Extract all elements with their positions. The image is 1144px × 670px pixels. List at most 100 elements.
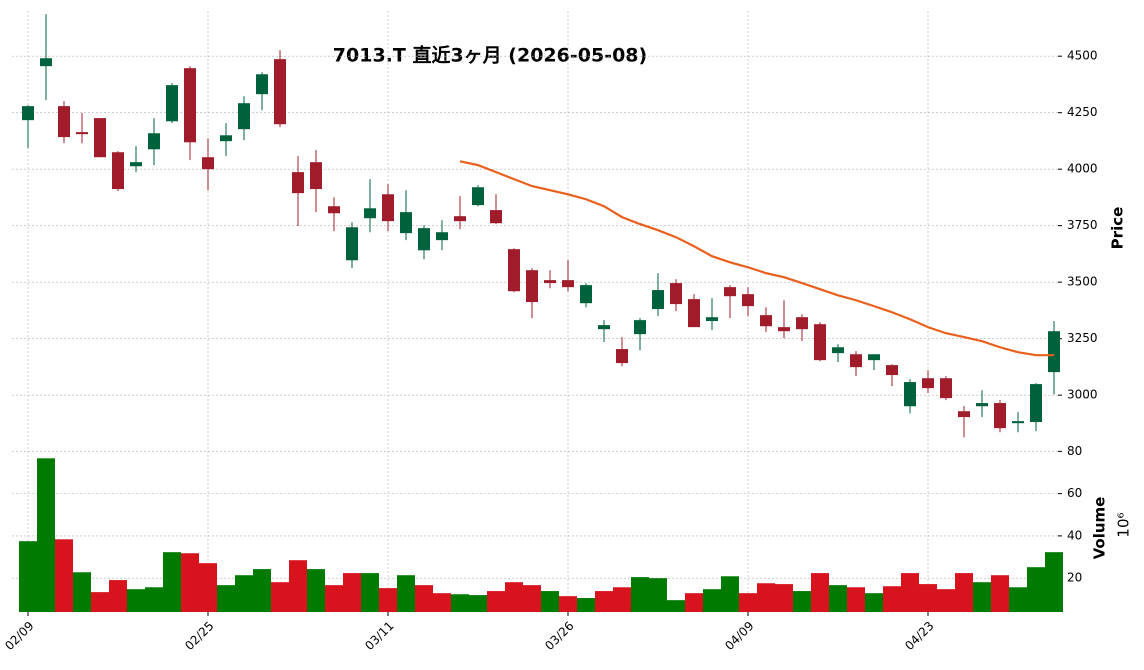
volume-bar: [1027, 567, 1045, 612]
volume-bar: [415, 585, 433, 612]
volume-bar: [253, 569, 271, 612]
candle-body: [346, 227, 358, 261]
candle-body: [310, 162, 322, 190]
x-tick-label: 03/11: [362, 619, 396, 653]
volume-bar: [289, 560, 307, 612]
volume-bar: [991, 575, 1009, 612]
candle-body: [76, 132, 88, 135]
candle-body: [508, 249, 520, 292]
volume-bar: [631, 577, 649, 612]
candle-body: [940, 378, 952, 399]
candle-body: [148, 133, 160, 150]
volume-axis-label: Volume: [1091, 497, 1109, 560]
volume-bar: [811, 573, 829, 612]
volume-bar: [307, 569, 325, 612]
candle-body: [1012, 421, 1024, 424]
x-tick-label: 04/23: [902, 619, 936, 653]
volume-bar: [181, 553, 199, 612]
y-tick-label: 4250: [1067, 105, 1098, 119]
candle-body: [688, 299, 700, 328]
candle-body: [400, 212, 412, 234]
volume-bar: [433, 593, 451, 612]
volume-bar: [73, 572, 91, 612]
volume-bar: [937, 589, 955, 612]
candle-body: [742, 294, 754, 307]
moving-average: [459, 160, 1054, 357]
volume-bar: [235, 575, 253, 612]
y-tick-label: 4000: [1067, 162, 1098, 176]
volume-bar: [397, 575, 415, 612]
volume-bar: [361, 573, 379, 612]
volume-bar: [865, 593, 883, 612]
candle-body: [364, 208, 376, 219]
volume-bar: [577, 598, 595, 612]
volume-bar: [649, 578, 667, 612]
volume-bar: [127, 589, 145, 612]
y-tick-label: 3250: [1067, 331, 1098, 345]
volume-bar: [91, 592, 109, 612]
volume-scale-label: 10⁶: [1115, 512, 1133, 537]
y-tick-label: 3000: [1067, 388, 1098, 402]
volume-bar: [523, 585, 541, 612]
volume-bar: [379, 588, 397, 612]
candle-body: [634, 320, 646, 335]
y-axis-label: Price: [1109, 207, 1127, 250]
candle-body: [472, 187, 484, 206]
candle-body: [382, 194, 394, 222]
x-tick-label: 02/25: [182, 619, 216, 653]
volume-bar: [919, 584, 937, 612]
volume-bar: [1009, 587, 1027, 612]
candle-body: [778, 327, 790, 332]
candle-body: [814, 324, 826, 361]
volume-bar: [739, 593, 757, 612]
candle-body: [112, 152, 124, 190]
candle-body: [22, 106, 34, 121]
candle-body: [706, 317, 718, 322]
volume-bar: [901, 573, 919, 612]
x-tick-label: 04/09: [722, 619, 756, 653]
y-tick-label: 3750: [1067, 218, 1098, 232]
candle-body: [418, 228, 430, 251]
volume-bar: [973, 582, 991, 612]
candle-body: [868, 354, 880, 361]
candle-body: [832, 347, 844, 354]
volume-bar: [325, 585, 343, 612]
candle-body: [670, 283, 682, 305]
volume-bar: [505, 582, 523, 612]
candle-body: [1048, 331, 1060, 373]
volume-bar: [883, 586, 901, 612]
candle-body: [580, 285, 592, 304]
candle-body: [994, 403, 1006, 429]
x-tick-label: 02/09: [2, 619, 36, 653]
volume-bar: [595, 591, 613, 612]
volume-bar: [217, 585, 235, 612]
volume-bar: [37, 458, 55, 612]
candle-body: [256, 74, 268, 95]
candle-body: [292, 172, 304, 194]
volume-tick-label: 40: [1067, 528, 1082, 542]
candle-body: [184, 68, 196, 143]
volume-bar: [487, 591, 505, 612]
volume-tick-label: 80: [1067, 444, 1082, 458]
candle-body: [976, 403, 988, 407]
candle-body: [94, 118, 106, 158]
volume-bar: [847, 587, 865, 612]
candle-body: [562, 280, 574, 288]
volume-bar: [55, 539, 73, 612]
candle-body: [526, 270, 538, 303]
candle-body: [238, 103, 250, 130]
candle-body: [166, 85, 178, 122]
y-tick-label: 4500: [1067, 49, 1098, 63]
candle-body: [58, 106, 70, 138]
chart-title: 7013.T 直近3ヶ月 (2026-05-08): [333, 44, 647, 67]
volume-bar: [721, 576, 739, 612]
candle-body: [598, 325, 610, 330]
volume-bar: [451, 594, 469, 612]
candle-body: [544, 280, 556, 284]
volume-bar: [469, 595, 487, 612]
volume-bar: [793, 591, 811, 612]
candle-body: [850, 354, 862, 368]
candle-body: [274, 59, 286, 125]
candle-body: [760, 315, 772, 327]
candle-body: [616, 349, 628, 364]
